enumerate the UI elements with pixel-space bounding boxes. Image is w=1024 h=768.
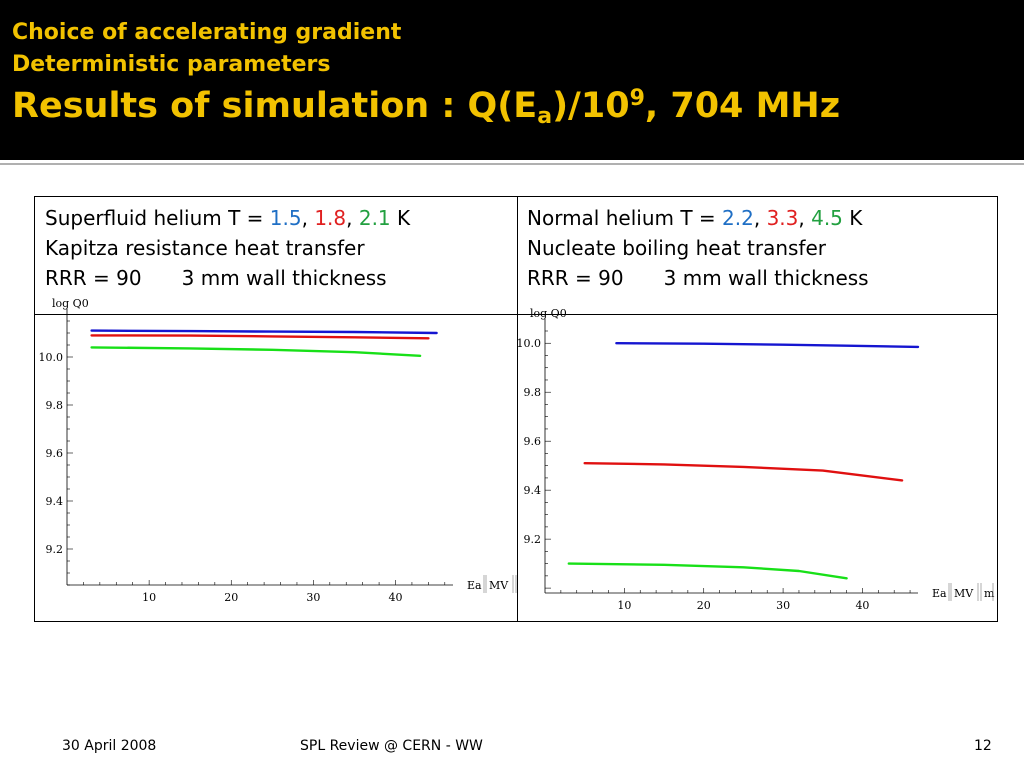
x-axis-label-text: Ea: [467, 579, 482, 592]
x-axis-unit-a: MV: [954, 587, 974, 600]
title-superscript: 9: [629, 86, 645, 111]
y-tick-label: 9.2: [524, 533, 542, 546]
x-axis-label: Ea MV m: [932, 583, 995, 601]
right-temp-3: 4.5: [811, 206, 843, 230]
y-axis-label: log Q0: [52, 297, 89, 310]
footer-date: 30 April 2008: [62, 738, 157, 754]
slide-header: Choice of accelerating gradient Determin…: [0, 0, 1024, 160]
left-rrr: RRR = 90: [45, 266, 142, 290]
right-rrr: RRR = 90: [527, 266, 624, 290]
x-axis-unit-b: m: [984, 587, 995, 600]
x-tick-label: 30: [776, 599, 790, 612]
left-temp-prefix: Superfluid helium T =: [45, 206, 270, 230]
x-tick-label: 10: [142, 591, 156, 604]
table-row-divider: [35, 314, 997, 315]
title-end: , 704 MHz: [644, 86, 841, 126]
left-temperature-line: Superfluid helium T = 1.5, 1.8, 2.1 K: [45, 203, 410, 233]
y-tick-label: 9.2: [46, 543, 64, 556]
right-wall: 3 mm wall thickness: [663, 266, 869, 290]
y-axis-label: log Q0: [530, 307, 567, 320]
left-rrr-line: RRR = 90 3 mm wall thickness: [45, 263, 410, 293]
x-axis-unit-a: MV: [489, 579, 509, 592]
right-temperature-line: Normal helium T = 2.2, 3.3, 4.5 K: [527, 203, 869, 233]
x-tick-label: 10: [617, 599, 631, 612]
series-line-blue: [90, 329, 438, 335]
slide-subtitle-1: Choice of accelerating gradient: [12, 20, 402, 45]
left-temp-1: 1.5: [269, 206, 302, 230]
series-line-blue: [615, 341, 920, 349]
chart-normal: 10 20 30 40 9.2 9.4 9.6 9.8 10.0 log Q0 Ea MV m: [518, 307, 995, 612]
table-column-divider: [517, 197, 518, 621]
series-line-green: [567, 562, 848, 580]
y-tick-label: 10.0: [39, 351, 64, 364]
y-tick-label: 9.6: [46, 447, 64, 460]
right-rrr-line: RRR = 90 3 mm wall thickness: [527, 263, 869, 293]
right-temp-1: 2.2: [722, 206, 754, 230]
footer-event: SPL Review @ CERN - WW: [300, 738, 483, 754]
series-line-red: [90, 334, 430, 340]
right-heat-transfer-line: Nucleate boiling heat transfer: [527, 236, 827, 260]
title-main: Results of simulation : Q(E: [12, 86, 538, 126]
right-temp-unit: K: [842, 206, 863, 230]
left-sep-2: ,: [346, 206, 359, 230]
y-tick-label: 9.6: [524, 435, 542, 448]
left-temp-unit: K: [390, 206, 411, 230]
x-axis-label-text: Ea: [932, 587, 947, 600]
x-tick-label: 20: [224, 591, 238, 604]
right-panel-text: Normal helium T = 2.2, 3.3, 4.5 K Nuclea…: [527, 203, 869, 293]
x-tick-label: 40: [389, 591, 403, 604]
right-temp-2: 3.3: [766, 206, 799, 230]
left-temp-2: 1.8: [314, 206, 347, 230]
title-mid: )/10: [552, 86, 630, 126]
x-tick-label: 40: [855, 599, 869, 612]
y-tick-label: 9.4: [524, 484, 542, 497]
header-divider: [0, 163, 1024, 165]
y-tick-label: 9.8: [524, 386, 542, 399]
left-sep-1: ,: [301, 206, 315, 230]
footer-page-number: 12: [974, 738, 992, 754]
results-table: Superfluid helium T = 1.5, 1.8, 2.1 K Ka…: [34, 196, 998, 622]
left-wall: 3 mm wall thickness: [181, 266, 387, 290]
left-temp-3: 2.1: [358, 206, 391, 230]
x-tick-label: 30: [306, 591, 320, 604]
series-line-red: [583, 462, 904, 482]
left-panel-text: Superfluid helium T = 1.5, 1.8, 2.1 K Ka…: [45, 203, 410, 293]
right-temp-prefix: Normal helium T =: [527, 206, 723, 230]
title-subscript: a: [537, 104, 553, 129]
slide-title: Results of simulation : Q(Ea)/109, 704 M…: [12, 86, 840, 129]
y-tick-label: 9.4: [46, 495, 64, 508]
right-sep-2: ,: [798, 206, 812, 230]
y-tick-label: 10.0: [518, 337, 541, 350]
y-tick-label: 9.8: [46, 399, 64, 412]
right-sep-1: ,: [753, 206, 767, 230]
left-heat-transfer-line: Kapitza resistance heat transfer: [45, 236, 365, 260]
x-tick-label: 20: [697, 599, 711, 612]
slide-subtitle-2: Deterministic parameters: [12, 52, 331, 77]
series-line-green: [90, 346, 422, 358]
